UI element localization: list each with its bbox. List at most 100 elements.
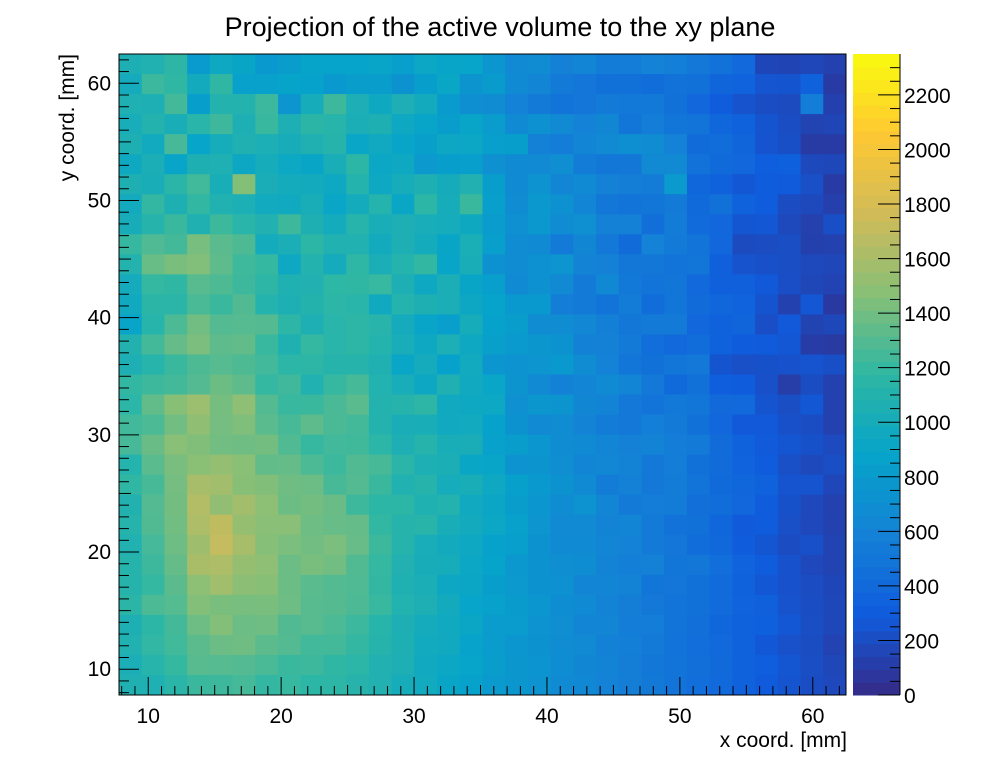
- heatmap-cell: [323, 454, 347, 476]
- heatmap-cell: [141, 434, 165, 456]
- heatmap-cell: [232, 94, 256, 115]
- heatmap-cell: [119, 234, 143, 255]
- heatmap-cell: [664, 114, 688, 135]
- heatmap-cell: [141, 154, 165, 175]
- heatmap-cell: [255, 134, 279, 155]
- heatmap-cell: [550, 454, 574, 476]
- heatmap-cell: [686, 654, 711, 676]
- heatmap-cell: [573, 294, 597, 315]
- heatmap-cell: [641, 314, 665, 335]
- colorbar-swatch: [853, 553, 900, 568]
- heatmap-cell: [187, 114, 211, 135]
- heatmap-cell: [187, 294, 211, 315]
- heatmap-cell: [482, 194, 506, 215]
- heatmap-cell: [391, 94, 415, 115]
- heatmap-cell: [573, 314, 597, 335]
- heatmap-cell: [164, 254, 188, 275]
- heatmap-cell: [164, 154, 188, 175]
- colorbar-swatch: [853, 195, 900, 209]
- heatmap-cell: [255, 634, 279, 656]
- heatmap-cell: [255, 314, 279, 335]
- heatmap-cell: [732, 174, 756, 195]
- heatmap-cell: [709, 274, 733, 295]
- heatmap-cell: [278, 414, 302, 435]
- heatmap-cell: [755, 294, 779, 315]
- heatmap-cell: [119, 454, 143, 476]
- heatmap-cell: [414, 234, 438, 255]
- heatmap-cell: [573, 394, 597, 415]
- heatmap-cell: [278, 234, 302, 255]
- heatmap-cell: [550, 114, 574, 135]
- heatmap-cell: [459, 54, 483, 75]
- heatmap-cell: [618, 114, 642, 135]
- heatmap-cell: [482, 654, 506, 676]
- heatmap-cell: [482, 674, 506, 696]
- heatmap-cell: [505, 494, 529, 516]
- heatmap-cell: [482, 634, 506, 656]
- heatmap-cell: [209, 274, 233, 295]
- heatmap-cell: [823, 414, 847, 435]
- heatmap-cell: [323, 434, 347, 456]
- heatmap-cell: [391, 614, 415, 636]
- heatmap-cell: [323, 354, 347, 375]
- heatmap-cell: [686, 394, 711, 415]
- heatmap-cell: [459, 254, 483, 275]
- heatmap-cell: [550, 94, 574, 115]
- heatmap-cell: [618, 454, 642, 476]
- heatmap-cell: [823, 394, 847, 415]
- heatmap-cell: [550, 574, 574, 596]
- heatmap-cell: [391, 634, 415, 656]
- heatmap-cell: [346, 654, 370, 676]
- heatmap-cell: [800, 114, 824, 135]
- heatmap-cell: [596, 154, 620, 175]
- heatmap-cell: [686, 494, 711, 516]
- heatmap-cell: [686, 154, 711, 175]
- heatmap-cell: [823, 654, 847, 676]
- colorbar-swatch: [853, 323, 900, 337]
- heatmap-cell: [278, 214, 302, 235]
- heatmap-cell: [459, 674, 483, 696]
- y-tick-label: 30: [88, 424, 111, 447]
- heatmap-cell: [505, 114, 529, 135]
- heatmap-cell: [141, 534, 165, 556]
- heatmap-cell: [686, 274, 711, 295]
- heatmap-cell: [800, 234, 824, 255]
- colorbar-swatch: [853, 207, 900, 222]
- heatmap-cell: [187, 574, 211, 596]
- heatmap-cell: [255, 234, 279, 255]
- heatmap-cell: [187, 594, 211, 616]
- heatmap-cell: [573, 154, 597, 175]
- heatmap-cell: [573, 554, 597, 576]
- heatmap-cell: [709, 614, 733, 636]
- x-tick-label: 60: [801, 705, 824, 728]
- heatmap-cell: [278, 614, 302, 636]
- heatmap-cell: [187, 514, 211, 536]
- heatmap-cell: [232, 114, 256, 135]
- heatmap-cell: [164, 354, 188, 375]
- heatmap-cell: [209, 674, 233, 696]
- colorbar-tick-label: 400: [904, 576, 939, 599]
- heatmap-cell: [232, 554, 256, 576]
- heatmap-cell: [414, 74, 438, 95]
- heatmap-cell: [686, 114, 711, 135]
- heatmap-cell: [232, 494, 256, 516]
- heatmap-cell: [368, 594, 393, 616]
- heatmap-cell: [141, 494, 165, 516]
- heatmap-cell: [550, 614, 574, 636]
- heatmap-cell: [641, 254, 665, 275]
- heatmap-cell: [732, 674, 756, 696]
- heatmap-cell: [459, 594, 483, 616]
- heatmap-cell: [823, 634, 847, 656]
- heatmap-cell: [187, 434, 211, 456]
- heatmap-cell: [346, 174, 370, 195]
- colorbar-swatch: [853, 618, 900, 632]
- heatmap-cell: [368, 254, 393, 275]
- heatmap-cell: [664, 494, 688, 516]
- heatmap-cell: [732, 314, 756, 335]
- colorbar-tick-label: 2200: [904, 85, 951, 108]
- heatmap-cell: [119, 334, 143, 355]
- heatmap-cell: [686, 214, 711, 235]
- heatmap-cell: [437, 354, 461, 375]
- heatmap-cell: [573, 94, 597, 115]
- heatmap-cell: [527, 474, 552, 496]
